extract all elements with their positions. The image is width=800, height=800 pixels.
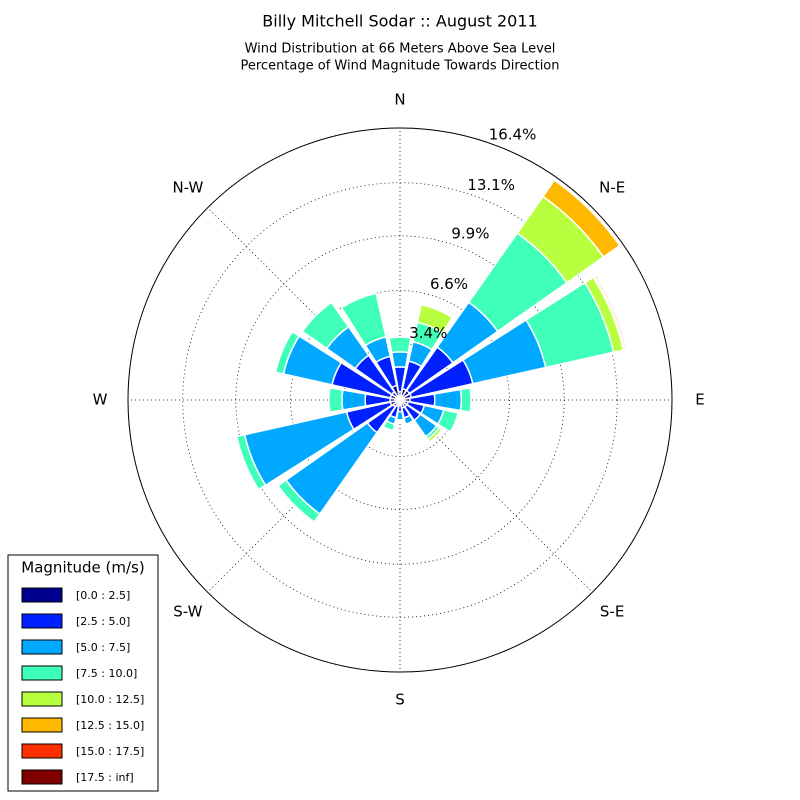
grid-spoke bbox=[399, 399, 593, 593]
wedge bbox=[595, 275, 628, 350]
legend-label: [10.0 : 12.5] bbox=[76, 693, 144, 706]
grid-ring bbox=[182, 182, 618, 618]
chart-subtitle: Percentage of Wind Magnitude Towards Dir… bbox=[240, 59, 559, 74]
wedge bbox=[382, 425, 394, 432]
wedge bbox=[341, 389, 367, 411]
legend-swatch bbox=[21, 587, 63, 603]
legend-swatch bbox=[21, 743, 63, 759]
legend-swatch bbox=[21, 639, 63, 655]
wedge bbox=[340, 292, 377, 309]
direction-label: N-W bbox=[172, 178, 203, 196]
wedge bbox=[390, 351, 410, 369]
r-tick-label: 9.9% bbox=[451, 225, 489, 243]
wedge bbox=[274, 331, 293, 373]
direction-label: S-W bbox=[173, 603, 202, 621]
direction-label: N-E bbox=[599, 178, 625, 196]
grid-spoke bbox=[207, 207, 401, 401]
legend-label: [17.5 : inf] bbox=[76, 771, 134, 784]
wedge bbox=[327, 386, 344, 414]
legend-label: [12.5 : 15.0] bbox=[76, 719, 144, 732]
wedge bbox=[388, 336, 412, 354]
wedge bbox=[459, 386, 473, 414]
chart-subtitle: Wind Distribution at 66 Meters Above Sea… bbox=[245, 42, 556, 57]
r-tick-label: 6.6% bbox=[430, 275, 468, 293]
direction-label: W bbox=[93, 391, 108, 409]
direction-label: E bbox=[695, 391, 704, 409]
legend-swatch bbox=[21, 613, 63, 629]
legend-swatch bbox=[21, 769, 63, 785]
legend-label: [0.0 : 2.5] bbox=[76, 589, 130, 602]
wedge bbox=[429, 429, 443, 443]
legend-title: Magnitude (m/s) bbox=[21, 559, 144, 577]
legend-label: [2.5 : 5.0] bbox=[76, 615, 130, 628]
chart-title: Billy Mitchell Sodar :: August 2011 bbox=[262, 12, 537, 31]
wedge bbox=[449, 412, 460, 433]
wedge bbox=[405, 420, 414, 426]
r-tick-label: 13.1% bbox=[467, 176, 515, 194]
direction-label: S bbox=[395, 691, 405, 709]
legend: Magnitude (m/s) [0.0 : 2.5] [2.5 : 5.0] [5.… bbox=[7, 554, 159, 792]
legend-label: [7.5 : 10.0] bbox=[76, 667, 137, 680]
r-tick-label: 3.4% bbox=[409, 324, 447, 342]
direction-label: S-E bbox=[600, 603, 624, 621]
wedge bbox=[469, 387, 473, 413]
wedge bbox=[235, 436, 260, 491]
wedge bbox=[327, 387, 331, 413]
legend-swatch bbox=[21, 691, 63, 707]
legend-label: [15.0 : 17.5] bbox=[76, 745, 144, 758]
plot-frame bbox=[127, 127, 673, 673]
legend-swatch bbox=[21, 665, 63, 681]
legend-swatch bbox=[21, 717, 63, 733]
wedge bbox=[433, 388, 463, 412]
r-tick-label: 16.4% bbox=[489, 125, 537, 143]
legend-label: [5.0 : 7.5] bbox=[76, 641, 130, 654]
direction-label: N bbox=[394, 91, 405, 109]
